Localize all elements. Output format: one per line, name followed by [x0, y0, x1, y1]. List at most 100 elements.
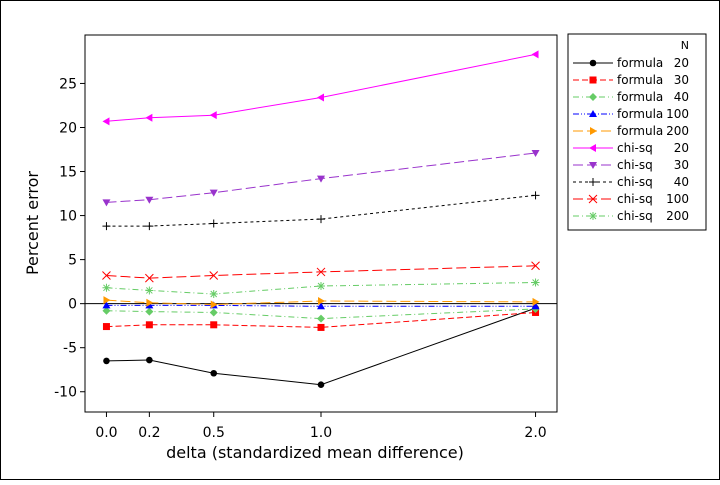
series-line [106, 53, 536, 122]
data-point [102, 306, 111, 315]
y-tick-label: -10 [54, 385, 77, 401]
data-point [102, 323, 110, 331]
data-point [531, 191, 540, 200]
legend-series-label: formula [617, 107, 663, 121]
data-point [145, 307, 154, 316]
legend-marker [589, 93, 597, 101]
data-point [145, 222, 154, 231]
legend-marker [588, 194, 598, 204]
data-point [145, 321, 153, 329]
series-line [106, 304, 536, 307]
data-point [145, 286, 154, 295]
legend-series-label: formula [617, 73, 663, 87]
data-point [317, 215, 325, 224]
data-point [209, 189, 218, 197]
legend-marker [589, 212, 597, 220]
legend-item: formula 30 [573, 73, 689, 87]
data-point [317, 93, 324, 102]
data-point [102, 271, 111, 280]
legend-series-label: chi-sq [617, 141, 653, 155]
legend-item: formula 100 [573, 107, 689, 121]
legend-n-label: 20 [674, 56, 689, 70]
legend-item: formula 40 [573, 90, 689, 104]
legend-series-label: formula [617, 56, 663, 70]
legend-n-label: 200 [666, 124, 689, 138]
data-point [531, 278, 540, 287]
data-point [209, 219, 218, 228]
data-point [531, 302, 540, 310]
y-tick-label: 10 [59, 209, 77, 225]
x-axis-label: delta (standardized mean difference) [166, 443, 464, 462]
series-chi-sq-200 [102, 278, 540, 298]
data-point [209, 308, 218, 317]
data-point [317, 314, 325, 323]
legend-series-label: chi-sq [617, 192, 653, 206]
plot-area [84, 34, 558, 413]
data-point [103, 296, 111, 305]
data-point [210, 369, 218, 377]
series-chi-sq-30 [102, 150, 540, 207]
series-chi-sq-100 [102, 261, 540, 283]
data-point [103, 357, 110, 365]
x-tick-label: 1.0 [310, 425, 332, 441]
series-chi-sq-20 [102, 50, 539, 126]
legend-n-label: 100 [666, 192, 689, 206]
legend-marker [589, 162, 597, 169]
data-point [531, 150, 540, 158]
data-point [209, 289, 218, 298]
legend-series-label: chi-sq [617, 158, 653, 172]
legend-n-label: 40 [674, 90, 689, 104]
x-tick-label: 0.5 [203, 425, 225, 441]
y-tick-label: 15 [59, 165, 77, 181]
y-tick-label: 0 [68, 297, 77, 313]
y-tick-label: 25 [59, 76, 77, 92]
data-point [317, 381, 325, 388]
data-point [532, 297, 540, 306]
data-point [317, 175, 325, 183]
legend-n-label: 20 [674, 141, 689, 155]
legend-series-label: chi-sq [617, 209, 653, 223]
x-tick-label: 2.0 [524, 425, 546, 441]
legend-n-label: 30 [674, 158, 689, 172]
legend-n-label: 40 [674, 175, 689, 189]
axes-layer: -10 -5 0 5 10 15 20 25 0.0 0.2 0.5 1.0 2.0 [54, 76, 557, 441]
legend-item: chi-sq 30 [573, 158, 689, 172]
legend-marker [589, 59, 597, 67]
legend-marker [589, 110, 597, 117]
series-layer [102, 50, 540, 388]
legend-n-label: 100 [666, 107, 689, 121]
legend-header: N [681, 39, 689, 52]
series-chi-sq-40 [102, 191, 540, 231]
data-point [102, 283, 111, 292]
data-point [209, 271, 219, 280]
legend-series-label: formula [617, 90, 663, 104]
data-point [317, 282, 325, 291]
data-point [210, 321, 218, 329]
legend-marker [589, 178, 597, 186]
data-point [145, 113, 153, 122]
series-formula-200 [103, 296, 540, 309]
legend-series-label: chi-sq [617, 175, 653, 189]
data-point [102, 222, 111, 231]
data-point [531, 261, 540, 271]
legend-item: chi-sq 20 [573, 141, 689, 155]
legend-series-label: formula [617, 124, 663, 138]
data-point [210, 300, 218, 309]
x-tick-label: 0.2 [138, 425, 160, 441]
y-tick-label: 20 [59, 120, 77, 136]
data-point [531, 50, 539, 59]
series-line [106, 312, 536, 328]
data-point [102, 117, 110, 126]
x-tick-label: 0.0 [95, 425, 117, 441]
data-point [318, 297, 325, 306]
y-tick-label: -5 [63, 341, 77, 357]
legend-item: formula 20 [573, 56, 689, 70]
data-point [316, 267, 326, 277]
legend-item: formula 200 [573, 124, 689, 138]
legend-marker [589, 144, 596, 152]
data-point [317, 302, 325, 310]
legend-n-label: 200 [666, 209, 689, 223]
